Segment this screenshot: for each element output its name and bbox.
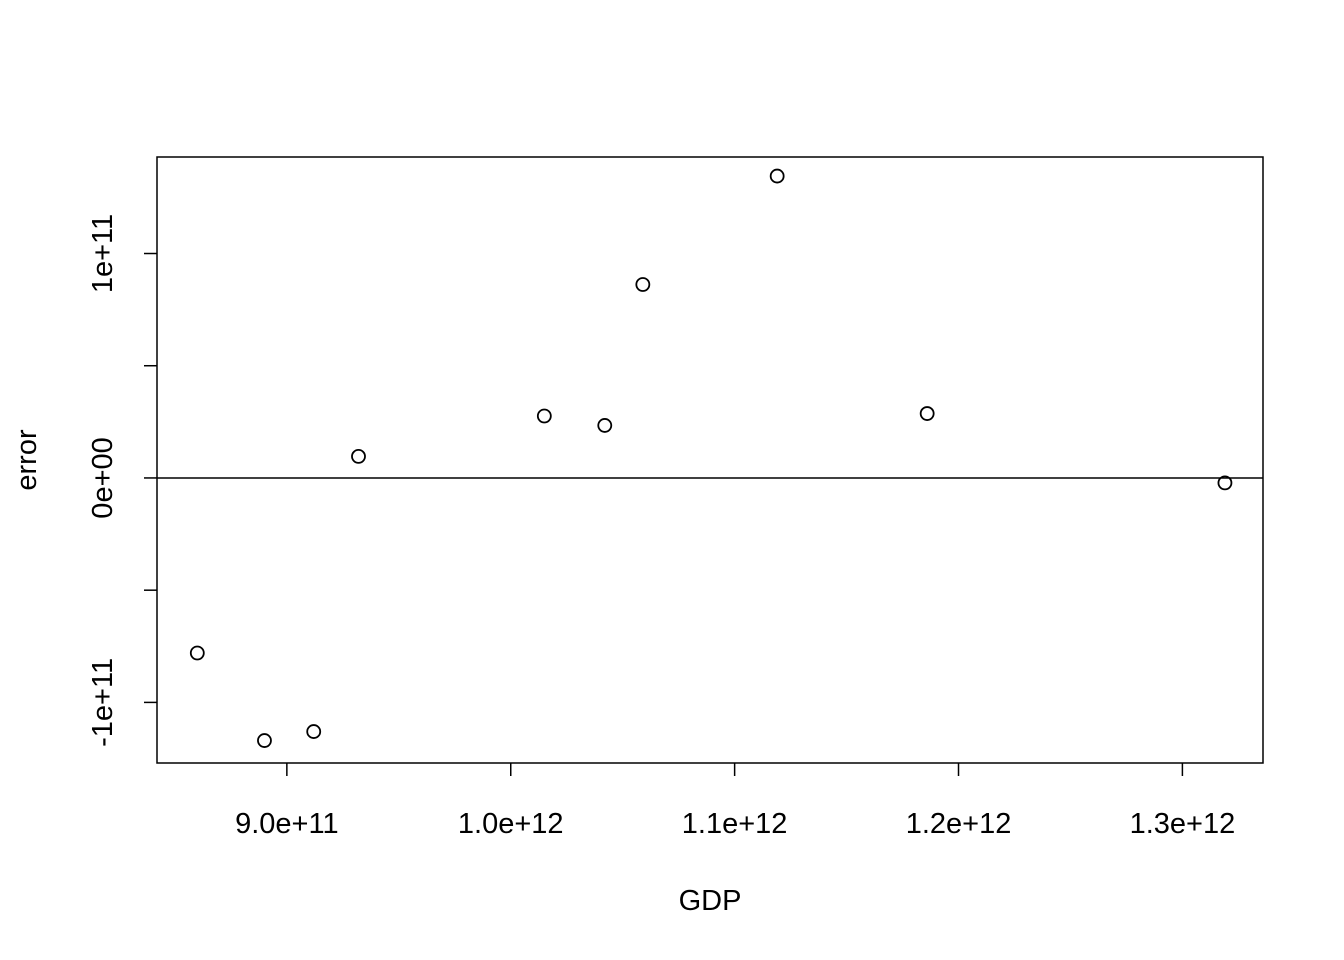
y-axis: -1e+11 0e+00 1e+11 bbox=[87, 214, 157, 747]
y-tick-label: 1e+11 bbox=[87, 214, 119, 293]
data-point bbox=[919, 406, 935, 421]
x-tick-label: 1.0e+12 bbox=[458, 808, 564, 840]
data-point bbox=[769, 168, 785, 184]
x-tick-label: 1.3e+12 bbox=[1130, 808, 1236, 840]
data-point bbox=[1217, 475, 1233, 491]
data-points bbox=[189, 168, 1233, 748]
data-point bbox=[351, 449, 366, 464]
data-point bbox=[536, 408, 552, 424]
data-point bbox=[257, 733, 272, 748]
y-tick-label: -1e+11 bbox=[87, 658, 119, 747]
x-tick-label: 1.1e+12 bbox=[682, 808, 788, 840]
data-point bbox=[597, 418, 613, 433]
data-point bbox=[306, 724, 322, 739]
data-point bbox=[189, 645, 205, 661]
plot-frame bbox=[156, 156, 1264, 764]
x-axis: 9.0e+11 1.0e+12 1.1e+12 1.2e+12 1.3e+12 bbox=[235, 763, 1235, 840]
y-tick-label: 0e+00 bbox=[87, 437, 119, 518]
y-axis-title: error bbox=[11, 429, 43, 491]
x-tick-label: 1.2e+12 bbox=[906, 808, 1012, 840]
data-point bbox=[635, 277, 651, 292]
x-axis-title: GDP bbox=[679, 885, 742, 917]
x-tick-label: 9.0e+11 bbox=[235, 808, 338, 840]
